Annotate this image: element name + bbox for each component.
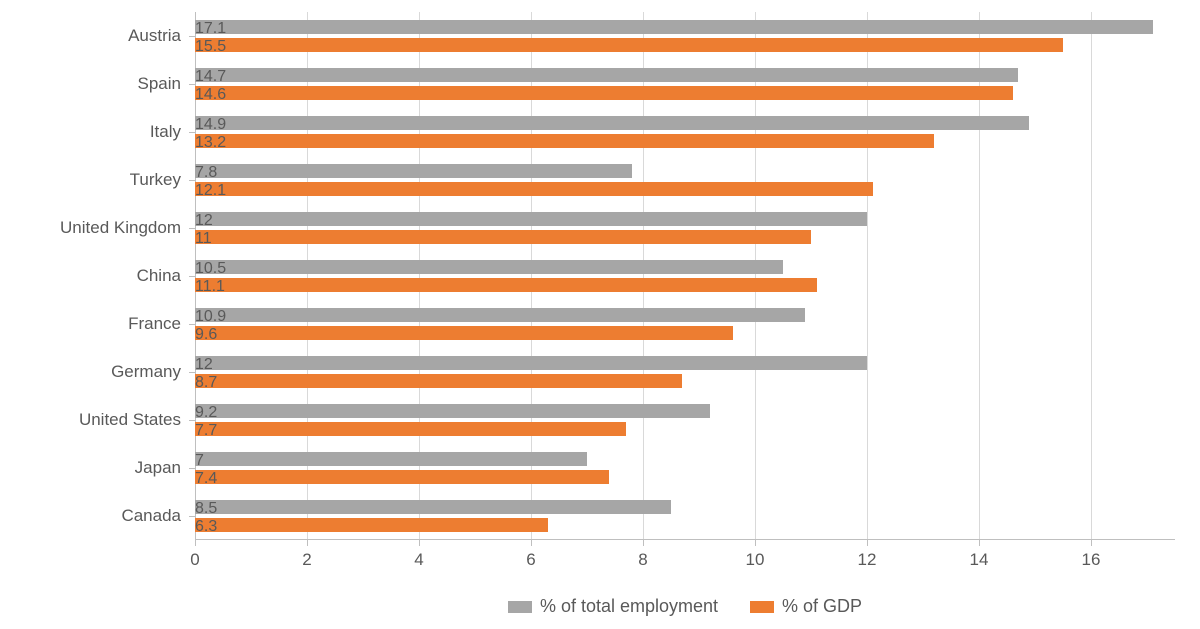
y-axis-label: China: [137, 266, 181, 286]
bar-pct_gdp: 12.1: [195, 182, 873, 196]
x-tick-label: 10: [746, 550, 765, 570]
y-tick-mark: [189, 372, 195, 373]
bar-pct_employment: 8.5: [195, 500, 671, 514]
bar-pct_gdp: 6.3: [195, 518, 548, 532]
bar-pct_employment: 10.5: [195, 260, 783, 274]
x-tick-label: 16: [1082, 550, 1101, 570]
y-axis-label: Austria: [128, 26, 181, 46]
x-tick-label: 0: [190, 550, 199, 570]
x-tick-label: 2: [302, 550, 311, 570]
bar-pct_gdp: 11.1: [195, 278, 817, 292]
x-axis-line: [195, 539, 1175, 540]
y-axis-label: Japan: [135, 458, 181, 478]
bar-pct_employment: 7.8: [195, 164, 632, 178]
y-axis-label: Spain: [138, 74, 181, 94]
bar-pct_employment: 17.1: [195, 20, 1153, 34]
y-axis-label: Canada: [121, 506, 181, 526]
legend: % of total employment % of GDP: [195, 596, 1175, 617]
legend-item: % of GDP: [750, 596, 862, 617]
gridline: [1091, 12, 1092, 540]
x-tick-label: 6: [526, 550, 535, 570]
plot-area: 17.1 15.5 14.7 14.6 14.9 13.2 7.8 12.1 12 11 10.5 1…: [195, 12, 1175, 540]
x-tick-mark: [979, 540, 980, 546]
y-tick-mark: [189, 324, 195, 325]
legend-swatch: [750, 601, 774, 613]
x-tick-label: 14: [970, 550, 989, 570]
y-axis-label: France: [128, 314, 181, 334]
x-tick-mark: [195, 540, 196, 546]
y-tick-mark: [189, 468, 195, 469]
bar-pct_employment: 12: [195, 356, 867, 370]
y-axis-label: United Kingdom: [60, 218, 181, 238]
x-tick-label: 4: [414, 550, 423, 570]
bar-pct_gdp: 15.5: [195, 38, 1063, 52]
bar-pct_employment: 14.9: [195, 116, 1029, 130]
y-tick-mark: [189, 36, 195, 37]
x-tick-label: 12: [858, 550, 877, 570]
bar-pct_employment: 9.2: [195, 404, 710, 418]
y-axis-label: United States: [79, 410, 181, 430]
bar-pct_gdp: 7.4: [195, 470, 609, 484]
bar-pct_employment: 12: [195, 212, 867, 226]
bar-pct_gdp: 13.2: [195, 134, 934, 148]
legend-label: % of total employment: [540, 596, 718, 617]
y-axis-labels: Austria Spain Italy Turkey United Kingdom Chi…: [0, 12, 181, 540]
y-axis-label: Germany: [111, 362, 181, 382]
x-tick-mark: [307, 540, 308, 546]
bar-pct_gdp: 14.6: [195, 86, 1013, 100]
bar-pct_gdp: 8.7: [195, 374, 682, 388]
x-tick-mark: [531, 540, 532, 546]
bar-pct_employment: 14.7: [195, 68, 1018, 82]
y-axis-label: Turkey: [130, 170, 181, 190]
x-tick-mark: [867, 540, 868, 546]
legend-label: % of GDP: [782, 596, 862, 617]
y-tick-mark: [189, 228, 195, 229]
y-tick-mark: [189, 84, 195, 85]
bar-pct_employment: 10.9: [195, 308, 805, 322]
y-tick-mark: [189, 180, 195, 181]
x-tick-mark: [643, 540, 644, 546]
y-tick-mark: [189, 276, 195, 277]
y-axis-label: Italy: [150, 122, 181, 142]
bar-pct_employment: 7: [195, 452, 587, 466]
x-tick-mark: [1091, 540, 1092, 546]
bar-pct_gdp: 11: [195, 230, 811, 244]
y-tick-mark: [189, 132, 195, 133]
y-tick-mark: [189, 420, 195, 421]
legend-swatch: [508, 601, 532, 613]
y-tick-mark: [189, 516, 195, 517]
bar-pct_gdp: 9.6: [195, 326, 733, 340]
x-tick-mark: [755, 540, 756, 546]
x-axis-tick-labels: 0246810121416: [195, 550, 1175, 574]
x-tick-label: 8: [638, 550, 647, 570]
bar-pct_gdp: 7.7: [195, 422, 626, 436]
legend-item: % of total employment: [508, 596, 718, 617]
grouped-hbar-chart: Austria Spain Italy Turkey United Kingdom Chi…: [0, 0, 1200, 629]
x-tick-mark: [419, 540, 420, 546]
